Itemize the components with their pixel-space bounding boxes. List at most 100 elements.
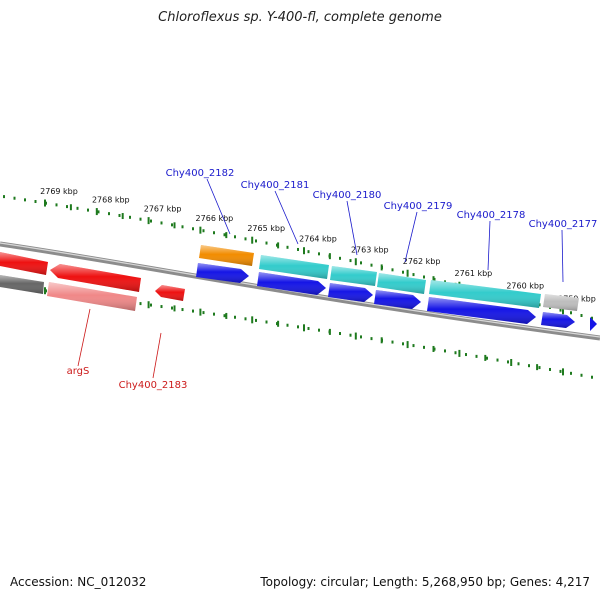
gene-block-pink[interactable] xyxy=(47,282,137,311)
scale-tick-label: 2762 kbp xyxy=(403,257,441,266)
gene-arrow-blue-7[interactable] xyxy=(590,317,597,331)
gene-block-argS[interactable] xyxy=(50,264,141,292)
outer-major-tick xyxy=(406,269,409,277)
inner-minor-tick xyxy=(223,314,226,318)
outer-minor-tick xyxy=(66,205,68,209)
gene-arrow-blue-1[interactable] xyxy=(196,263,249,283)
outer-minor-tick xyxy=(139,217,142,221)
gene-arrow-blue-6[interactable] xyxy=(541,312,575,328)
inner-minor-tick xyxy=(286,323,289,327)
gene-label-Chy400_2178[interactable]: Chy400_2178 xyxy=(457,210,526,221)
inner-major-tick xyxy=(354,332,357,340)
inner-minor-tick xyxy=(559,369,562,373)
gene-block-Chy400_2179[interactable] xyxy=(377,273,426,294)
inner-minor-tick xyxy=(391,340,394,344)
inner-minor-tick xyxy=(244,317,247,321)
outer-minor-tick xyxy=(160,221,163,225)
outer-minor-tick xyxy=(402,270,404,274)
inner-minor-tick xyxy=(139,302,142,306)
inner-minor-tick xyxy=(465,353,467,357)
gene-block-Chy400_2183[interactable] xyxy=(155,285,185,301)
outer-minor-tick xyxy=(255,239,257,243)
inner-minor-tick xyxy=(591,375,593,379)
outer-minor-tick xyxy=(150,219,152,223)
outer-minor-tick xyxy=(181,225,184,229)
outer-half-tick xyxy=(69,204,72,211)
outer-major-tick xyxy=(562,307,564,315)
gene-label-Chy400_2183[interactable]: Chy400_2183 xyxy=(119,380,188,391)
inner-minor-tick xyxy=(213,312,215,316)
inner-minor-tick xyxy=(171,306,173,310)
gene-label-Chy400_2177[interactable]: Chy400_2177 xyxy=(529,219,598,230)
inner-minor-tick xyxy=(234,315,236,319)
genome-backbone xyxy=(0,241,600,341)
outer-minor-tick xyxy=(265,241,268,245)
inner-half-tick xyxy=(432,345,435,352)
outer-minor-tick xyxy=(391,268,394,272)
gene-arrow-blue-3[interactable] xyxy=(328,283,373,302)
inner-minor-tick xyxy=(318,328,320,332)
gene-arrow-blue-2[interactable] xyxy=(257,272,326,295)
inner-minor-tick xyxy=(486,356,488,360)
outer-major-tick xyxy=(95,208,98,216)
gene-label-Chy400_2179[interactable]: Chy400_2179 xyxy=(384,201,453,212)
inner-half-tick xyxy=(380,337,383,344)
gene-arrow-blue-4[interactable] xyxy=(374,290,421,309)
inner-minor-tick xyxy=(580,373,583,377)
inner-minor-tick xyxy=(370,337,373,341)
outer-major-tick xyxy=(44,199,46,207)
inner-minor-tick xyxy=(475,354,478,358)
outer-minor-tick xyxy=(244,237,247,241)
gene-block-Chy400_2181[interactable] xyxy=(259,255,329,279)
inner-half-tick xyxy=(173,305,176,312)
inner-minor-tick xyxy=(202,311,205,315)
inner-minor-tick xyxy=(570,371,572,375)
outer-minor-tick xyxy=(87,208,89,212)
inner-minor-tick xyxy=(181,308,184,312)
outer-half-tick xyxy=(380,264,383,271)
gene-arrow-blue-5[interactable] xyxy=(427,297,536,324)
outer-half-tick xyxy=(173,222,176,229)
outer-minor-tick xyxy=(108,212,110,216)
inner-half-tick xyxy=(277,320,280,327)
gene-block-Chy400_2180[interactable] xyxy=(330,266,377,286)
outer-minor-tick xyxy=(192,227,194,231)
outer-minor-tick xyxy=(118,213,121,217)
outer-minor-tick xyxy=(538,303,541,307)
scale-tick-label: 2769 kbp xyxy=(40,187,78,196)
outer-minor-tick xyxy=(318,252,320,256)
outer-minor-tick xyxy=(297,247,299,251)
gene-block-Chy400_2177[interactable] xyxy=(543,294,579,311)
inner-minor-tick xyxy=(454,351,457,355)
outer-minor-tick xyxy=(276,243,278,247)
gene-label-Chy400_2181[interactable]: Chy400_2181 xyxy=(241,180,310,191)
scale-tick-label: 2760 kbp xyxy=(506,282,544,291)
inner-major-tick xyxy=(406,341,409,349)
outer-minor-tick xyxy=(349,259,352,263)
outer-minor-tick xyxy=(223,233,226,237)
gene-block-Chy400_2178[interactable] xyxy=(429,280,541,308)
gene-blocks xyxy=(0,245,597,331)
inner-major-tick xyxy=(458,349,461,357)
gene-block-Chy400_2182[interactable] xyxy=(199,245,254,266)
outer-major-tick xyxy=(199,226,202,234)
gene-label-argS[interactable]: argS xyxy=(67,366,90,377)
outer-minor-tick xyxy=(3,195,5,199)
gene-label-Chy400_2182[interactable]: Chy400_2182 xyxy=(166,168,235,179)
scale-tick-label: 2763 kbp xyxy=(351,246,389,255)
outer-half-tick xyxy=(121,213,124,220)
gene-label-Chy400_2180[interactable]: Chy400_2180 xyxy=(313,190,382,201)
outer-half-tick xyxy=(328,253,331,260)
inner-minor-tick xyxy=(339,332,341,336)
inner-major-tick xyxy=(303,324,305,332)
gene-block-red-left[interactable] xyxy=(0,252,48,275)
inner-half-tick xyxy=(225,312,228,319)
inner-half-tick xyxy=(484,354,487,361)
outer-minor-tick xyxy=(129,215,131,219)
gene-block-grey-left[interactable] xyxy=(0,275,44,294)
outer-minor-tick xyxy=(580,313,583,317)
accession-text: Accession: NC_012032 xyxy=(10,575,147,589)
inner-minor-tick xyxy=(276,322,278,326)
inner-minor-tick xyxy=(307,327,310,331)
inner-half-tick xyxy=(328,328,331,335)
